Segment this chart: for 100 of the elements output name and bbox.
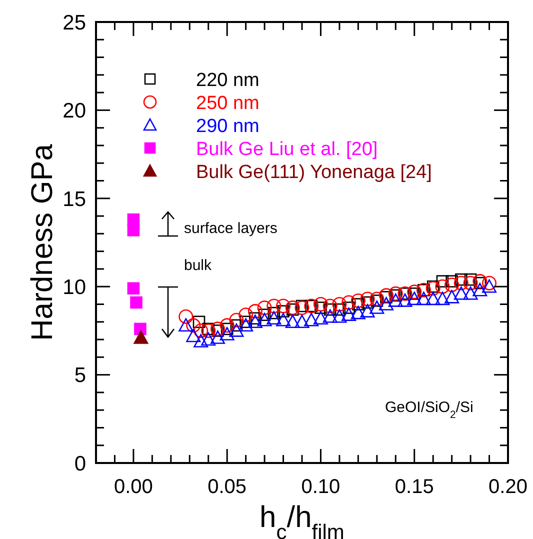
- point: [266, 311, 282, 324]
- point: [332, 309, 347, 323]
- point: [324, 303, 336, 316]
- point: [294, 314, 310, 328]
- point: [276, 312, 291, 326]
- point: [238, 318, 254, 332]
- annotation: bulk: [184, 257, 212, 274]
- point: [332, 296, 347, 312]
- point: [352, 298, 364, 310]
- point: [130, 296, 142, 309]
- point: [379, 288, 394, 303]
- legend-label: 250 nm: [196, 93, 260, 114]
- point: [313, 296, 328, 312]
- point: [454, 286, 468, 300]
- point: [388, 286, 403, 301]
- point: [360, 292, 375, 306]
- point: [426, 292, 440, 306]
- point: [186, 328, 201, 342]
- point: [416, 292, 431, 306]
- point: [240, 316, 252, 328]
- y-axis-title: Hardness GPa: [26, 144, 59, 341]
- point: [463, 276, 478, 290]
- point: [463, 286, 478, 300]
- annotation: surface layers: [184, 220, 278, 237]
- point: [257, 300, 272, 316]
- legend-label: Bulk Ge Liu et al. [20]: [196, 139, 378, 160]
- point: [201, 332, 216, 346]
- point: [220, 322, 234, 336]
- x-tick-label: 0.00: [114, 476, 153, 498]
- point: [276, 298, 291, 314]
- point: [220, 326, 234, 340]
- x-tick-label: 0.20: [488, 476, 528, 498]
- point: [322, 298, 338, 314]
- point: [426, 281, 440, 296]
- point: [455, 273, 468, 286]
- point: [186, 318, 201, 333]
- point: [360, 304, 375, 318]
- x-tick-label: 0.15: [394, 476, 434, 498]
- point: [407, 284, 422, 300]
- y-tick-label: 25: [62, 11, 86, 34]
- point: [268, 306, 280, 320]
- y-tick-label: 15: [62, 188, 86, 211]
- y-tick-label: 0: [74, 452, 86, 476]
- point: [258, 308, 271, 321]
- point: [482, 276, 497, 290]
- x-tick-label: 0.10: [301, 476, 340, 498]
- point: [435, 292, 450, 306]
- point: [398, 293, 412, 307]
- legend-label: Bulk Ge(111) Yonenaga [24]: [196, 162, 432, 183]
- point: [285, 314, 300, 328]
- annotation: GeOI/SiO$_{2}$/Si: [385, 399, 474, 421]
- legend-label: 220 nm: [196, 70, 260, 91]
- point: [444, 278, 460, 292]
- point: [333, 303, 346, 316]
- point: [482, 279, 497, 293]
- point: [322, 309, 338, 323]
- point: [388, 293, 403, 307]
- point: [389, 289, 402, 302]
- point: [407, 292, 422, 306]
- point: [210, 322, 225, 336]
- point: [248, 314, 262, 328]
- point: [314, 302, 327, 314]
- point: [454, 276, 468, 290]
- point: [248, 304, 262, 319]
- point: [370, 300, 384, 314]
- point: [370, 294, 384, 307]
- point: [342, 295, 356, 310]
- y-tick-label: 10: [62, 276, 86, 299]
- point: [127, 282, 140, 295]
- y-tick-label: 5: [74, 364, 86, 388]
- point: [444, 290, 460, 304]
- point: [342, 302, 355, 314]
- point: [127, 224, 140, 236]
- point: [134, 330, 148, 344]
- point: [379, 296, 394, 310]
- point: [266, 298, 282, 314]
- point: [277, 305, 290, 318]
- point: [296, 300, 308, 312]
- legend-label: 290 nm: [196, 116, 260, 137]
- point: [426, 280, 440, 293]
- point: [464, 273, 477, 286]
- point: [220, 318, 234, 333]
- point: [342, 308, 356, 321]
- point: [229, 323, 244, 337]
- point: [194, 323, 208, 338]
- y-tick-label: 20: [62, 100, 86, 123]
- point: [134, 322, 146, 336]
- point: [238, 308, 254, 322]
- point: [435, 279, 450, 294]
- point: [436, 275, 449, 288]
- point: [210, 330, 225, 344]
- point: [350, 306, 366, 320]
- point: [249, 312, 262, 324]
- point: [192, 316, 206, 328]
- point: [380, 291, 392, 304]
- point: [472, 282, 488, 296]
- point: [194, 334, 208, 348]
- point: [304, 312, 319, 326]
- point: [230, 319, 243, 332]
- point: [446, 275, 458, 288]
